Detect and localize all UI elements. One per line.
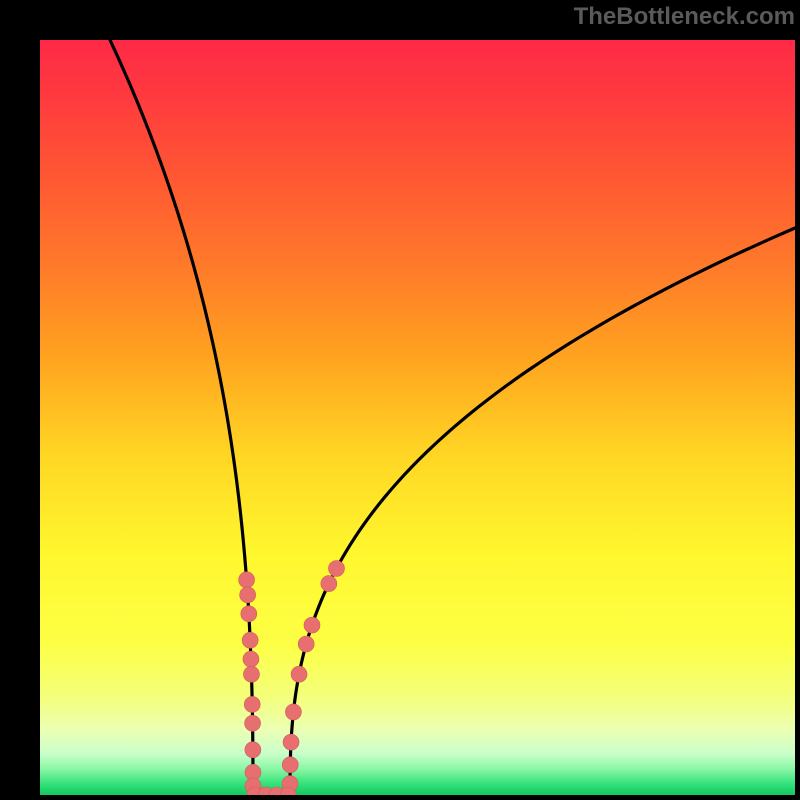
data-marker: [244, 696, 260, 712]
data-marker: [245, 742, 261, 758]
data-marker: [239, 572, 255, 588]
chart-svg: [0, 0, 800, 800]
data-marker: [245, 715, 261, 731]
data-marker: [243, 651, 259, 667]
data-marker: [283, 734, 299, 750]
data-marker: [280, 787, 296, 800]
data-marker: [291, 666, 307, 682]
data-marker: [243, 666, 259, 682]
data-marker: [240, 587, 256, 603]
data-marker: [285, 704, 301, 720]
data-marker: [242, 632, 258, 648]
watermark-text: TheBottleneck.com: [574, 3, 795, 31]
data-marker: [282, 757, 298, 773]
gradient-background: [40, 40, 795, 795]
chart-root: TheBottleneck.com: [0, 0, 800, 800]
data-marker: [328, 561, 344, 577]
data-marker: [298, 636, 314, 652]
data-marker: [241, 606, 257, 622]
data-marker: [321, 576, 337, 592]
data-marker: [304, 617, 320, 633]
